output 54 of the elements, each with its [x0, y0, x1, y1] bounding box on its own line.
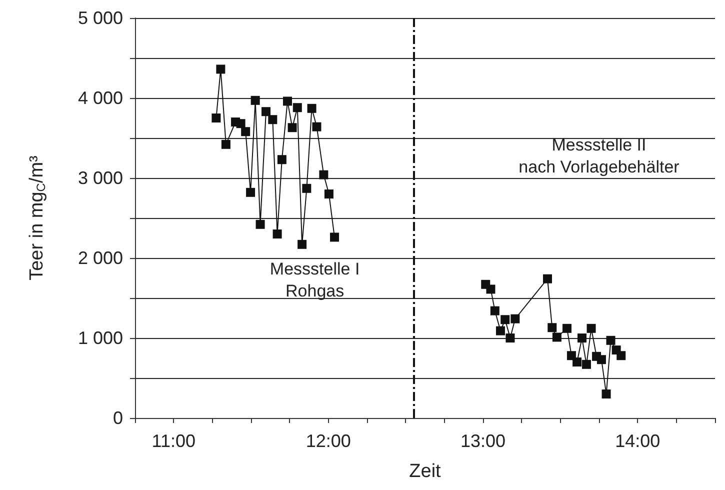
- y-tick-label: 5 000: [78, 8, 123, 28]
- point: [292, 103, 302, 112]
- point: [221, 140, 230, 149]
- point: [582, 360, 591, 369]
- point: [277, 155, 286, 164]
- point: [268, 115, 278, 124]
- y-tick-label: 3 000: [78, 168, 123, 188]
- point: [256, 220, 265, 229]
- point: [330, 232, 340, 242]
- point: [319, 170, 328, 180]
- point: [307, 104, 316, 113]
- point: [216, 64, 226, 74]
- point: [596, 355, 606, 364]
- point: [562, 324, 572, 333]
- point: [506, 334, 515, 342]
- point: [616, 351, 626, 360]
- x-tick-label: 14:00: [615, 431, 660, 451]
- annotation: Messstelle II nach Vorlagebehälter: [518, 136, 680, 176]
- y-tick-label: 4 000: [78, 88, 123, 108]
- point: [241, 127, 250, 136]
- point: [500, 315, 510, 324]
- point: [486, 284, 496, 294]
- point: [542, 274, 552, 284]
- point: [298, 240, 307, 249]
- point: [324, 190, 334, 198]
- point: [496, 326, 505, 336]
- point: [572, 358, 582, 366]
- point: [272, 230, 282, 238]
- y-tick-label: 0: [112, 408, 123, 428]
- x-tick-label: 11:00: [152, 431, 196, 451]
- point: [606, 336, 616, 345]
- point: [577, 334, 586, 342]
- point: [510, 314, 520, 324]
- point: [302, 184, 312, 193]
- point: [312, 122, 322, 132]
- x-axis-title: Zeit: [409, 461, 442, 482]
- x-tick-label: 12:00: [306, 431, 351, 451]
- point: [586, 324, 596, 333]
- point: [246, 188, 256, 197]
- point: [250, 96, 260, 105]
- point: [490, 306, 500, 316]
- point: [212, 114, 221, 122]
- point: [283, 96, 292, 106]
- point: [548, 323, 557, 332]
- point: [552, 332, 562, 342]
- x-tick-label: 13:00: [460, 431, 506, 451]
- point: [602, 390, 611, 398]
- annotation: Messstelle I Rohgas: [270, 260, 360, 300]
- y-axis-title: Teer in mgC/m³: [26, 156, 48, 280]
- y-tick-label: 2 000: [78, 248, 123, 268]
- point: [288, 123, 297, 132]
- y-tick-label: 1 000: [78, 328, 123, 348]
- point: [262, 107, 271, 116]
- point: [236, 119, 246, 128]
